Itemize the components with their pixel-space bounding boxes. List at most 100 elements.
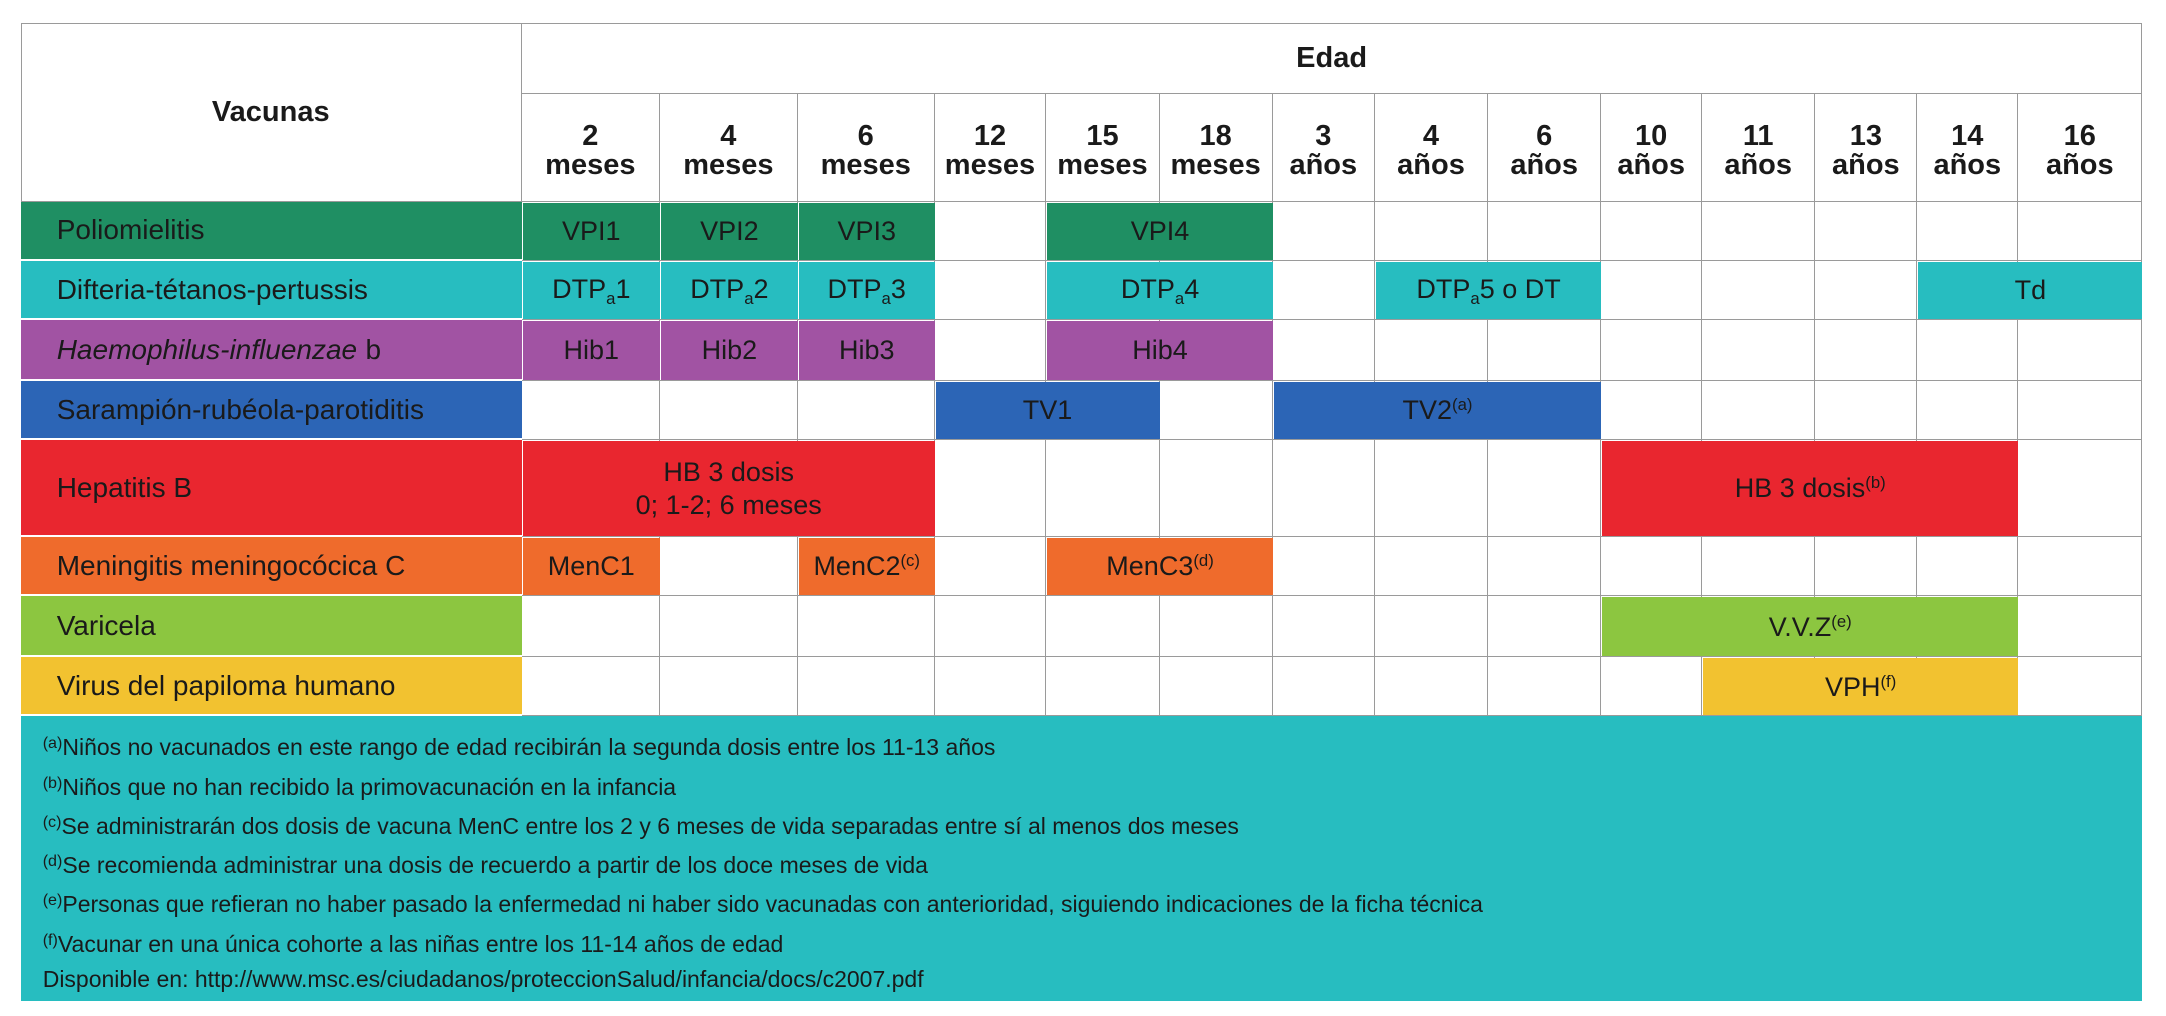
- age-unit: meses: [545, 149, 636, 182]
- cell-text: VPI3: [837, 216, 896, 246]
- cell-suffix: 2: [753, 273, 769, 304]
- grid-cell: [1159, 596, 1273, 658]
- footnote-text: Disponible en: http://www.msc.es/ciudada…: [42, 965, 924, 992]
- footnote-text: Personas que refieran no haber pasado la…: [62, 891, 1483, 918]
- grid-cell: [1374, 201, 1489, 261]
- footnote: Disponible en: http://www.msc.es/ciudada…: [43, 962, 2143, 997]
- cell-text: Hib4: [1132, 335, 1188, 366]
- cell-suffix: 5 o DT: [1479, 273, 1561, 304]
- vaccine-cell: VPH(f): [1703, 658, 2019, 716]
- age-number: 12: [973, 120, 1007, 153]
- age-number: 15: [1086, 120, 1119, 153]
- grid-cell: [1374, 536, 1489, 597]
- cell-text: DTP: [1416, 273, 1471, 304]
- cell-label: VPI2: [700, 215, 759, 247]
- vaccine-cell: DTPa3: [798, 261, 935, 320]
- vaccine-cell: HB 3 dosis 0; 1-2; 6 meses: [522, 441, 935, 536]
- age-unit: años: [1510, 149, 1579, 182]
- footnote-mark: (c): [42, 812, 62, 831]
- row-name: Varicela: [20, 596, 522, 658]
- footnote-text: Vacunar en una única cohorte a las niñas…: [57, 930, 784, 957]
- grid-cell: [934, 320, 1047, 381]
- grid-cell: [1601, 536, 1703, 597]
- age-number: 6: [857, 120, 874, 153]
- cell-label: DTPa3: [828, 273, 906, 309]
- vaccine-cell: Hib3: [798, 321, 935, 380]
- cell-label: MenC2(c): [813, 550, 920, 582]
- cell-text: DTP: [1120, 273, 1175, 304]
- grid-cell: [2018, 536, 2143, 597]
- cell-text: V.V.Z: [1768, 611, 1832, 642]
- cell-label: HB 3 dosis(b): [1735, 472, 1886, 504]
- cell-label: VPI3: [837, 215, 896, 247]
- grid-cell: [1374, 440, 1489, 537]
- row-name-text: Meningitis meningocócica C: [56, 549, 406, 581]
- cell-line: HB 3 dosis: [663, 457, 794, 488]
- age-cell: 4 años: [1374, 93, 1489, 202]
- age-cell: 6 meses: [797, 93, 935, 202]
- age-header: Edad: [521, 23, 2143, 94]
- vaccine-cell: Td: [1918, 261, 2143, 320]
- footnote: (e)Personas que refieran no haber pasado…: [43, 883, 2143, 922]
- cell-text: MenC1: [547, 551, 635, 582]
- cell-text: MenC3: [1106, 551, 1194, 582]
- vaccines-header: Vacunas: [20, 23, 522, 202]
- grid-cell: [1046, 596, 1160, 658]
- grid-cell: [1374, 596, 1489, 658]
- age-unit: meses: [683, 149, 774, 182]
- age-unit: años: [2045, 149, 2114, 182]
- vaccine-cell: VPI4: [1047, 202, 1273, 260]
- vaccine-cell: VPI3: [798, 202, 935, 260]
- age-cell: 15 meses: [1046, 93, 1160, 202]
- grid-cell: [1917, 320, 2019, 381]
- vaccine-cell: DTPa2: [660, 261, 798, 320]
- grid-cell: [934, 260, 1047, 321]
- age-cell: 13 años: [1815, 93, 1918, 202]
- row-name: Haemophilus-influenzae b: [20, 320, 522, 381]
- footnotes: (a)Niños no vacunados en este rango de e…: [20, 716, 2143, 1001]
- grid-cell: [1815, 320, 1918, 381]
- cell-suffix: 4: [1184, 273, 1200, 304]
- age-number: 18: [1199, 120, 1232, 153]
- vaccine-cell: Hib2: [660, 321, 798, 380]
- row-name: Difteria-tétanos-pertussis: [20, 260, 522, 321]
- age-cell: 18 meses: [1159, 93, 1273, 202]
- vaccine-cell: Hib4: [1047, 321, 1273, 380]
- footnote: (b)Niños que no han recibido la primovac…: [43, 766, 2143, 805]
- grid-cell: [1488, 536, 1602, 597]
- age-unit: años: [1933, 149, 2002, 182]
- cell-sub: a: [1174, 288, 1185, 308]
- cell-label: Hib3: [839, 334, 895, 366]
- cell-label: V.V.Z(e): [1769, 611, 1852, 643]
- cell-sub: a: [1470, 288, 1480, 308]
- grid-cell: [1488, 657, 1602, 717]
- row-name-text: b: [365, 333, 382, 365]
- grid-cell: [1601, 657, 1703, 717]
- grid-cell: [1488, 440, 1602, 537]
- vaccine-cell: MenC1: [522, 537, 660, 596]
- age-cell: 12 meses: [934, 93, 1047, 202]
- cell-label: DTPa5 o DT: [1416, 273, 1560, 309]
- grid-cell: [1702, 320, 1816, 381]
- age-cell: 4 meses: [659, 93, 798, 202]
- footnote-text: Niños que no han recibido la primovacuna…: [62, 773, 677, 800]
- grid-cell: [1815, 260, 1918, 321]
- grid-cell: [934, 201, 1047, 261]
- cell-text: Hib2: [701, 335, 758, 366]
- cell-text: DTP: [690, 273, 745, 304]
- vaccine-cell: TV1: [935, 382, 1160, 440]
- cell-sup: (d): [1193, 551, 1214, 571]
- age-number: 4: [720, 120, 737, 153]
- vaccine-cell: VPI1: [522, 202, 660, 260]
- grid-cell: [521, 657, 660, 717]
- footnote: (c)Se administrarán dos dosis de vacuna …: [43, 805, 2143, 844]
- vaccine-cell: DTPa4: [1047, 261, 1273, 320]
- grid-cell: [1702, 201, 1816, 261]
- grid-cell: [659, 657, 798, 717]
- cell-sub: a: [881, 288, 891, 308]
- cell-text: Hib3: [838, 335, 895, 366]
- age-unit: meses: [944, 149, 1036, 182]
- grid-cell: [2018, 440, 2143, 537]
- grid-cell: [1815, 381, 1918, 441]
- grid-cell: [1815, 201, 1918, 261]
